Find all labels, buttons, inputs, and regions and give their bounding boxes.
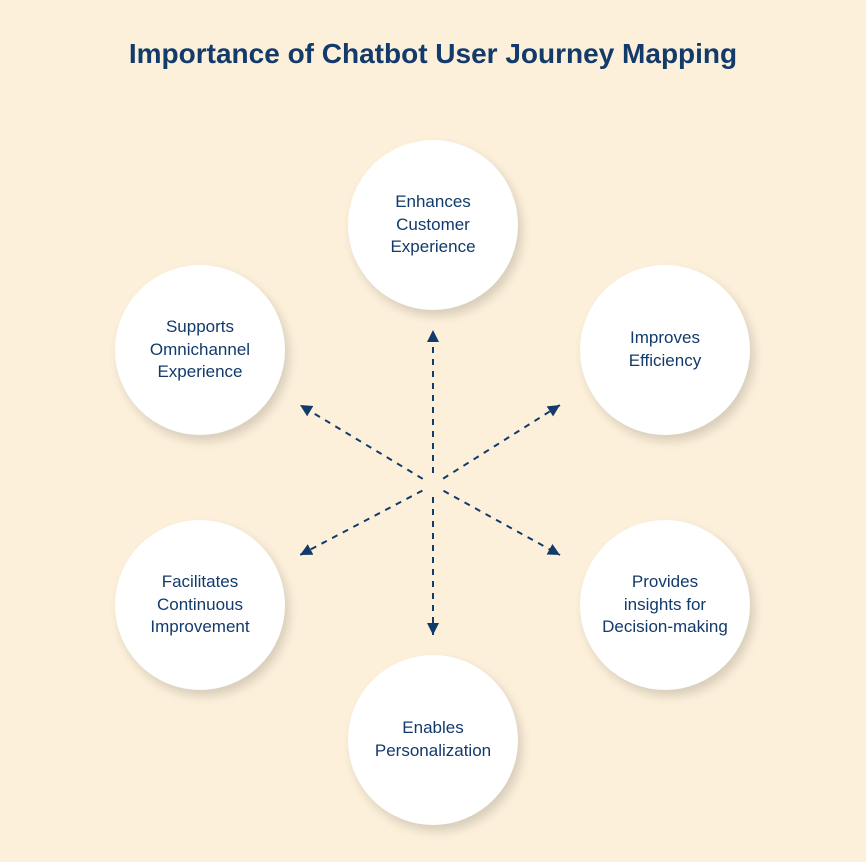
node-enables: Enables Personalization <box>348 655 518 825</box>
diagram-canvas: Importance of Chatbot User Journey Mappi… <box>0 0 866 862</box>
arrow-4 <box>300 491 422 555</box>
arrow-2 <box>444 491 560 555</box>
arrow-1 <box>443 405 560 479</box>
node-label: Provides insights for Decision-making <box>602 571 728 640</box>
node-facilitates: Facilitates Continuous Improvement <box>115 520 285 690</box>
diagram-title: Importance of Chatbot User Journey Mappi… <box>0 38 866 70</box>
arrow-5 <box>300 405 423 479</box>
node-label: Supports Omnichannel Experience <box>150 316 250 385</box>
node-label: Facilitates Continuous Improvement <box>150 571 249 640</box>
node-supports: Supports Omnichannel Experience <box>115 265 285 435</box>
node-provides: Provides insights for Decision-making <box>580 520 750 690</box>
node-label: Improves Efficiency <box>629 327 701 373</box>
node-label: Enhances Customer Experience <box>390 191 475 260</box>
node-improves: Improves Efficiency <box>580 265 750 435</box>
node-enhances: Enhances Customer Experience <box>348 140 518 310</box>
node-label: Enables Personalization <box>375 717 491 763</box>
